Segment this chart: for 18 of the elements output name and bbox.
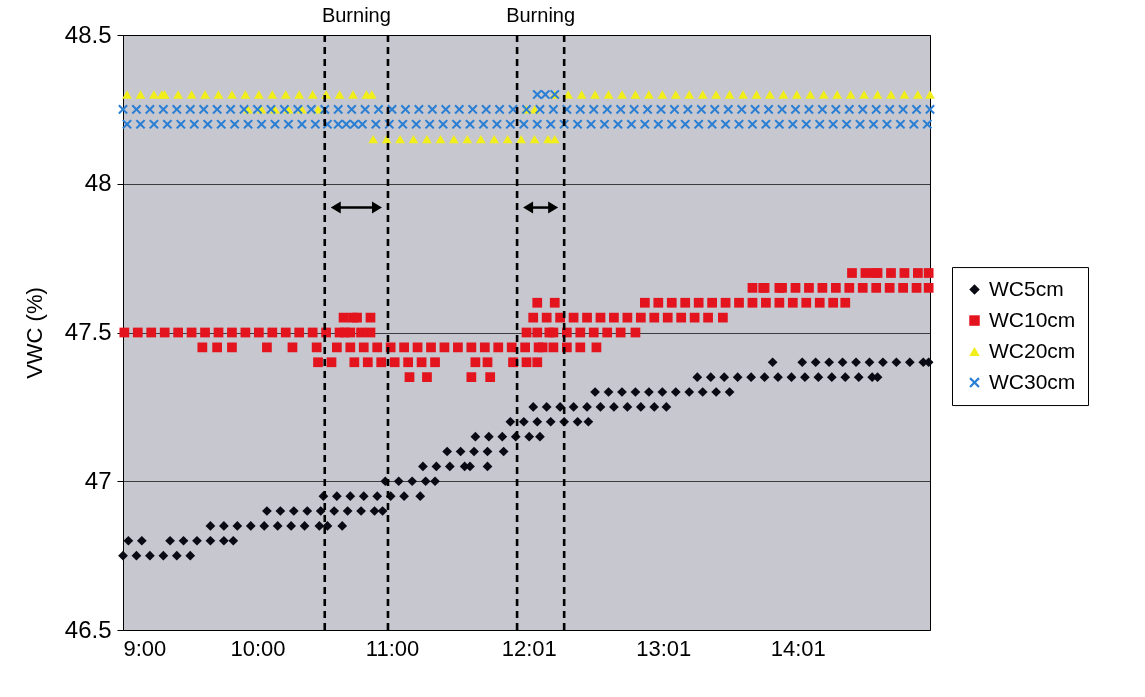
legend-label: WC20cm <box>989 338 1076 362</box>
text: Burning <box>321 4 391 26</box>
legend-label: WC10cm <box>989 307 1076 331</box>
x-tick-label: 11:00 <box>365 635 420 661</box>
y-tick-label: 47 <box>84 466 112 494</box>
y-tick-label: 48 <box>84 169 112 197</box>
y-tick-label: 46.5 <box>64 615 112 643</box>
text: Burning <box>506 4 576 26</box>
x-tick-label: 12:01 <box>501 635 557 661</box>
x-tick-label: 13:01 <box>636 635 692 661</box>
y-tick-label: 47.5 <box>64 318 112 345</box>
x-tick-label: 9:00 <box>123 635 167 661</box>
x-tick-label: 14:01 <box>770 635 826 661</box>
legend-label: WC30cm <box>989 369 1076 393</box>
x-tick-label: 10:00 <box>230 635 286 661</box>
y-axis-title: VWC (%) <box>21 287 47 379</box>
y-tick-label: 48.5 <box>64 20 112 48</box>
legend-label: WC5cm <box>989 276 1064 300</box>
